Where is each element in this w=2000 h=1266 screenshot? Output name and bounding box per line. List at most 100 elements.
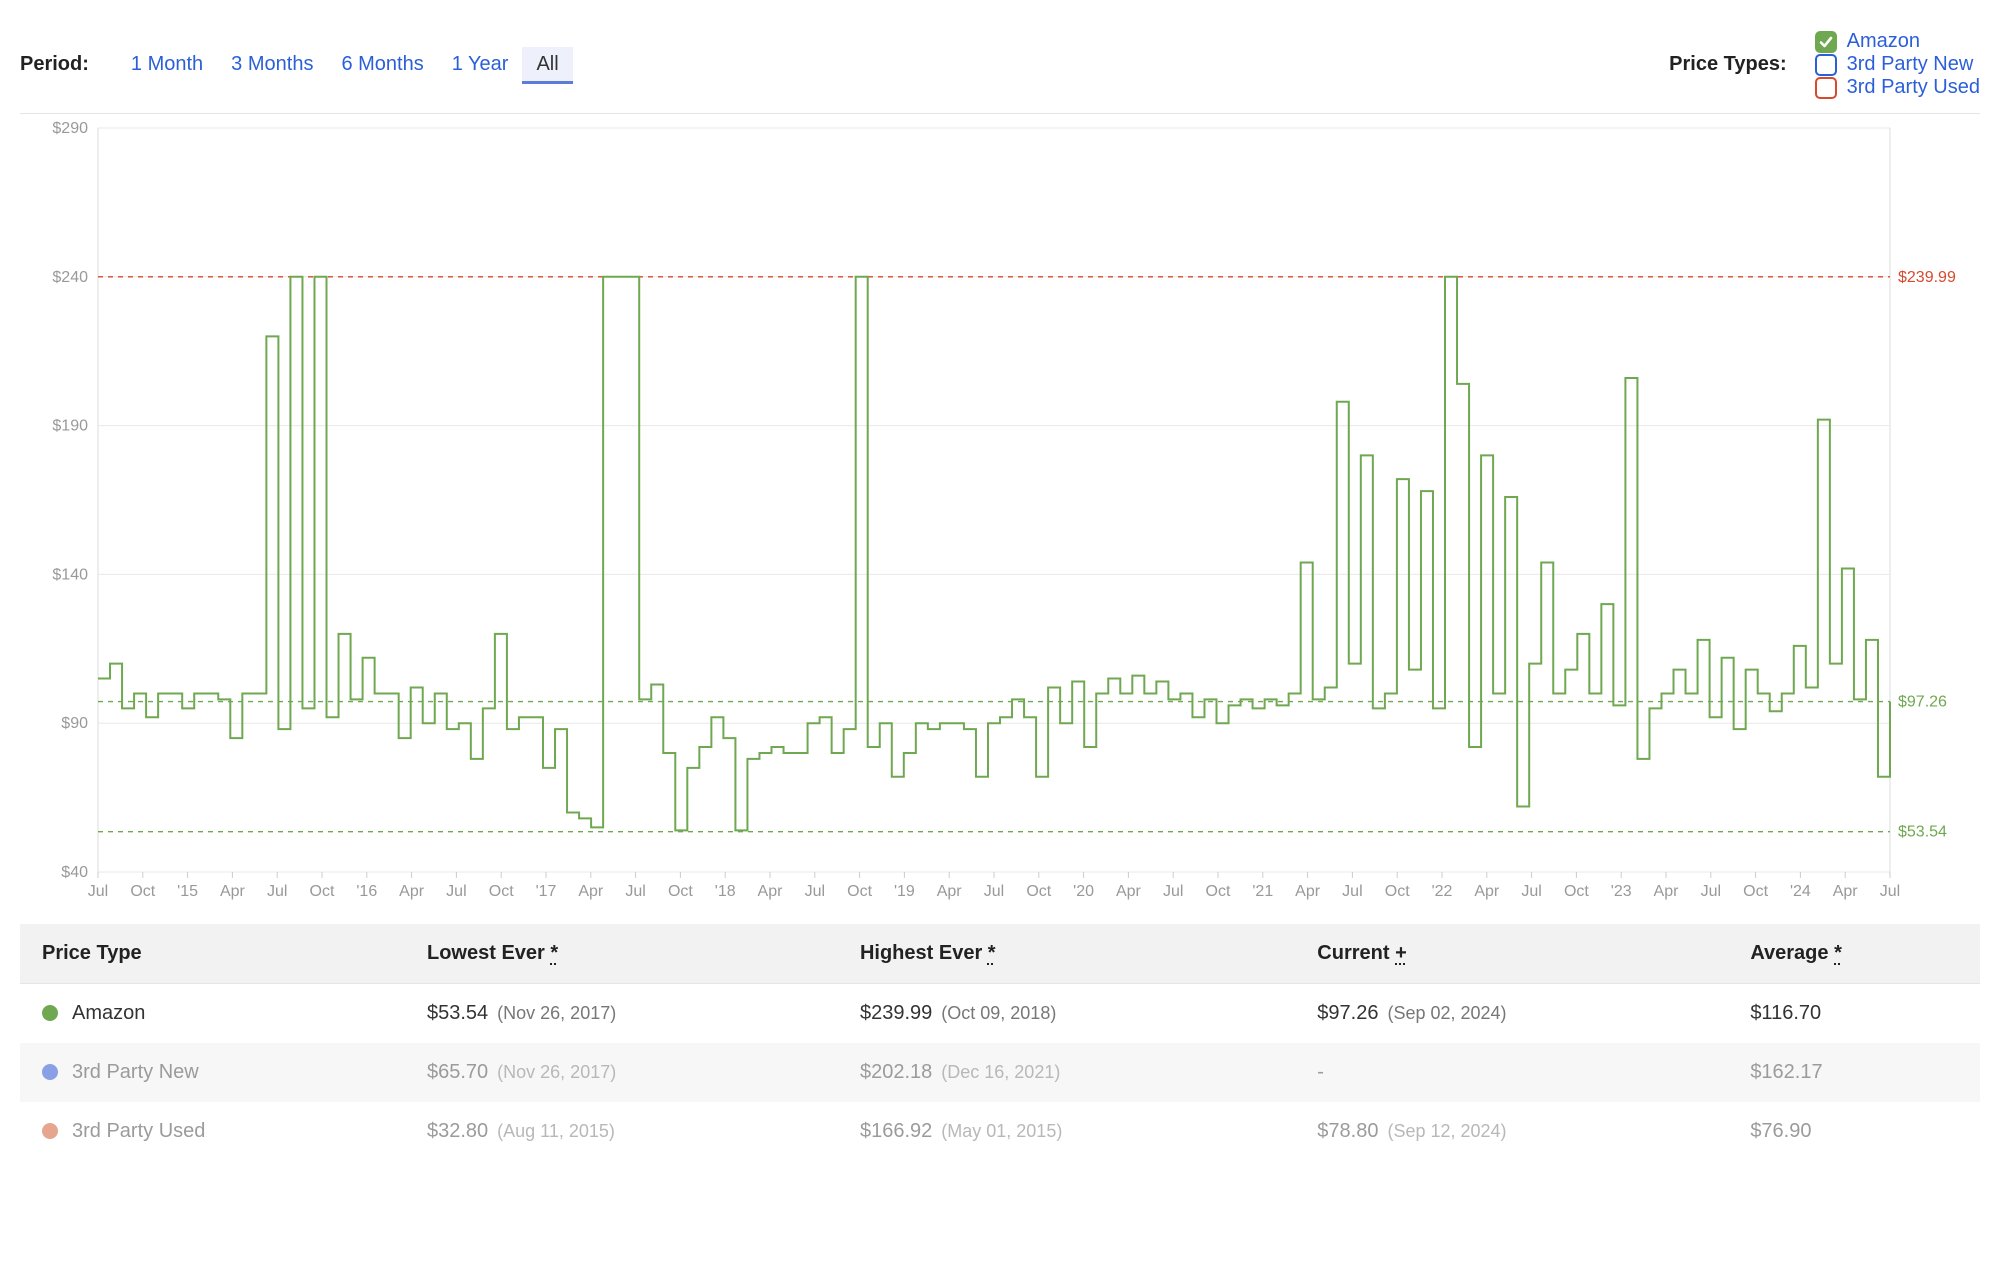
series-dot-icon	[42, 1123, 58, 1139]
table-header-row: Price Type Lowest Ever * Highest Ever * …	[20, 924, 1980, 984]
checkbox-unchecked-icon	[1815, 54, 1837, 76]
col-average: Average *	[1728, 924, 1980, 984]
svg-text:'22: '22	[1432, 883, 1453, 900]
svg-text:'18: '18	[715, 883, 736, 900]
svg-text:'17: '17	[536, 883, 557, 900]
svg-text:Oct: Oct	[1743, 883, 1768, 900]
checkbox-checked-icon	[1815, 31, 1837, 53]
cell-lowest: $65.70 (Nov 26, 2017)	[405, 1043, 838, 1102]
price-type-3rd-party-new[interactable]: 3rd Party New	[1815, 53, 1980, 76]
svg-text:Apr: Apr	[399, 883, 425, 900]
table-row: 3rd Party Used$32.80 (Aug 11, 2015)$166.…	[20, 1102, 1980, 1161]
svg-text:'19: '19	[894, 883, 915, 900]
cell-highest: $166.92 (May 01, 2015)	[838, 1102, 1295, 1161]
price-types-label: Price Types:	[1669, 53, 1786, 76]
cell-lowest: $53.54 (Nov 26, 2017)	[405, 984, 838, 1044]
cell-highest-value: $202.18	[860, 1061, 932, 1083]
cell-lowest: $32.80 (Aug 11, 2015)	[405, 1102, 838, 1161]
svg-text:Jul: Jul	[984, 883, 1004, 900]
chart-svg: $40$90$140$190$240$290JulOct'15AprJulOct…	[20, 118, 1980, 918]
cell-current: $78.80 (Sep 12, 2024)	[1295, 1102, 1728, 1161]
checkbox-unchecked-icon	[1815, 77, 1837, 99]
period-label: Period:	[20, 53, 89, 76]
svg-text:Jul: Jul	[446, 883, 466, 900]
table-row: Amazon$53.54 (Nov 26, 2017)$239.99 (Oct …	[20, 984, 1980, 1044]
price-type-label: 3rd Party Used	[1847, 76, 1980, 99]
price-type-amazon[interactable]: Amazon	[1815, 30, 1980, 53]
cell-price-type: 3rd Party Used	[20, 1102, 405, 1161]
price-type-selector: Price Types: Amazon3rd Party New3rd Part…	[1669, 30, 1980, 99]
cell-average: $162.17	[1728, 1043, 1980, 1102]
svg-text:Apr: Apr	[937, 883, 963, 900]
cell-price-type: 3rd Party New	[20, 1043, 405, 1102]
svg-text:$190: $190	[52, 418, 88, 435]
cell-lowest-date: (Nov 26, 2017)	[492, 1062, 616, 1082]
svg-text:Jul: Jul	[88, 883, 108, 900]
price-type-label: Amazon	[1847, 30, 1920, 53]
cell-current-value: -	[1317, 1061, 1324, 1083]
col-current: Current +	[1295, 924, 1728, 984]
svg-text:Oct: Oct	[489, 883, 514, 900]
svg-text:Jul: Jul	[267, 883, 287, 900]
svg-text:Jul: Jul	[1521, 883, 1541, 900]
cell-average-value: $76.90	[1750, 1120, 1811, 1142]
series-dot-icon	[42, 1005, 58, 1021]
period-tab-1-month[interactable]: 1 Month	[117, 47, 217, 81]
svg-text:$240: $240	[52, 269, 88, 286]
series-name: 3rd Party Used	[72, 1120, 205, 1142]
svg-text:Jul: Jul	[1880, 883, 1900, 900]
period-tab-3-months[interactable]: 3 Months	[217, 47, 327, 81]
svg-text:$53.54: $53.54	[1898, 824, 1947, 841]
price-type-label: 3rd Party New	[1847, 53, 1974, 76]
cell-average-value: $162.17	[1750, 1061, 1822, 1083]
cell-current: $97.26 (Sep 02, 2024)	[1295, 984, 1728, 1044]
svg-text:'24: '24	[1790, 883, 1811, 900]
price-type-3rd-party-used[interactable]: 3rd Party Used	[1815, 76, 1980, 99]
price-history-widget: Period: 1 Month3 Months6 Months1 YearAll…	[20, 20, 1980, 1161]
svg-text:Apr: Apr	[1474, 883, 1500, 900]
cell-current-value: $78.80	[1317, 1120, 1378, 1142]
cell-current-date: (Sep 12, 2024)	[1382, 1121, 1506, 1141]
period-tab-all[interactable]: All	[522, 47, 572, 84]
cell-lowest-value: $53.54	[427, 1002, 488, 1024]
period-tab-1-year[interactable]: 1 Year	[438, 47, 523, 81]
svg-text:Apr: Apr	[1654, 883, 1680, 900]
cell-highest: $239.99 (Oct 09, 2018)	[838, 984, 1295, 1044]
svg-text:Oct: Oct	[1026, 883, 1051, 900]
svg-text:Oct: Oct	[310, 883, 335, 900]
cell-highest-date: (Dec 16, 2021)	[936, 1062, 1060, 1082]
col-highest: Highest Ever *	[838, 924, 1295, 984]
svg-text:$290: $290	[52, 120, 88, 137]
cell-current-value: $97.26	[1317, 1002, 1378, 1024]
svg-text:Apr: Apr	[758, 883, 784, 900]
col-lowest: Lowest Ever *	[405, 924, 838, 984]
svg-text:$90: $90	[61, 715, 88, 732]
svg-text:Oct: Oct	[668, 883, 693, 900]
svg-text:'23: '23	[1611, 883, 1632, 900]
period-selector: Period: 1 Month3 Months6 Months1 YearAll	[20, 53, 573, 76]
cell-current-date: (Sep 02, 2024)	[1382, 1003, 1506, 1023]
svg-text:Oct: Oct	[847, 883, 872, 900]
cell-lowest-date: (Nov 26, 2017)	[492, 1003, 616, 1023]
cell-average-value: $116.70	[1750, 1002, 1821, 1024]
svg-text:'20: '20	[1073, 883, 1094, 900]
cell-price-type: Amazon	[20, 984, 405, 1044]
svg-text:Apr: Apr	[1833, 883, 1859, 900]
svg-text:$40: $40	[61, 864, 88, 881]
svg-text:$140: $140	[52, 566, 88, 583]
svg-text:Jul: Jul	[805, 883, 825, 900]
svg-text:Apr: Apr	[220, 883, 246, 900]
period-tab-6-months[interactable]: 6 Months	[327, 47, 437, 81]
cell-highest-value: $166.92	[860, 1120, 932, 1142]
cell-lowest-value: $32.80	[427, 1120, 488, 1142]
cell-highest-date: (May 01, 2015)	[936, 1121, 1062, 1141]
svg-text:$97.26: $97.26	[1898, 694, 1947, 711]
svg-text:Jul: Jul	[1163, 883, 1183, 900]
svg-text:'16: '16	[356, 883, 377, 900]
svg-text:Apr: Apr	[578, 883, 604, 900]
svg-text:Oct: Oct	[130, 883, 155, 900]
col-price-type: Price Type	[20, 924, 405, 984]
svg-text:Oct: Oct	[1385, 883, 1410, 900]
svg-text:$239.99: $239.99	[1898, 269, 1956, 286]
cell-lowest-date: (Aug 11, 2015)	[492, 1121, 615, 1141]
